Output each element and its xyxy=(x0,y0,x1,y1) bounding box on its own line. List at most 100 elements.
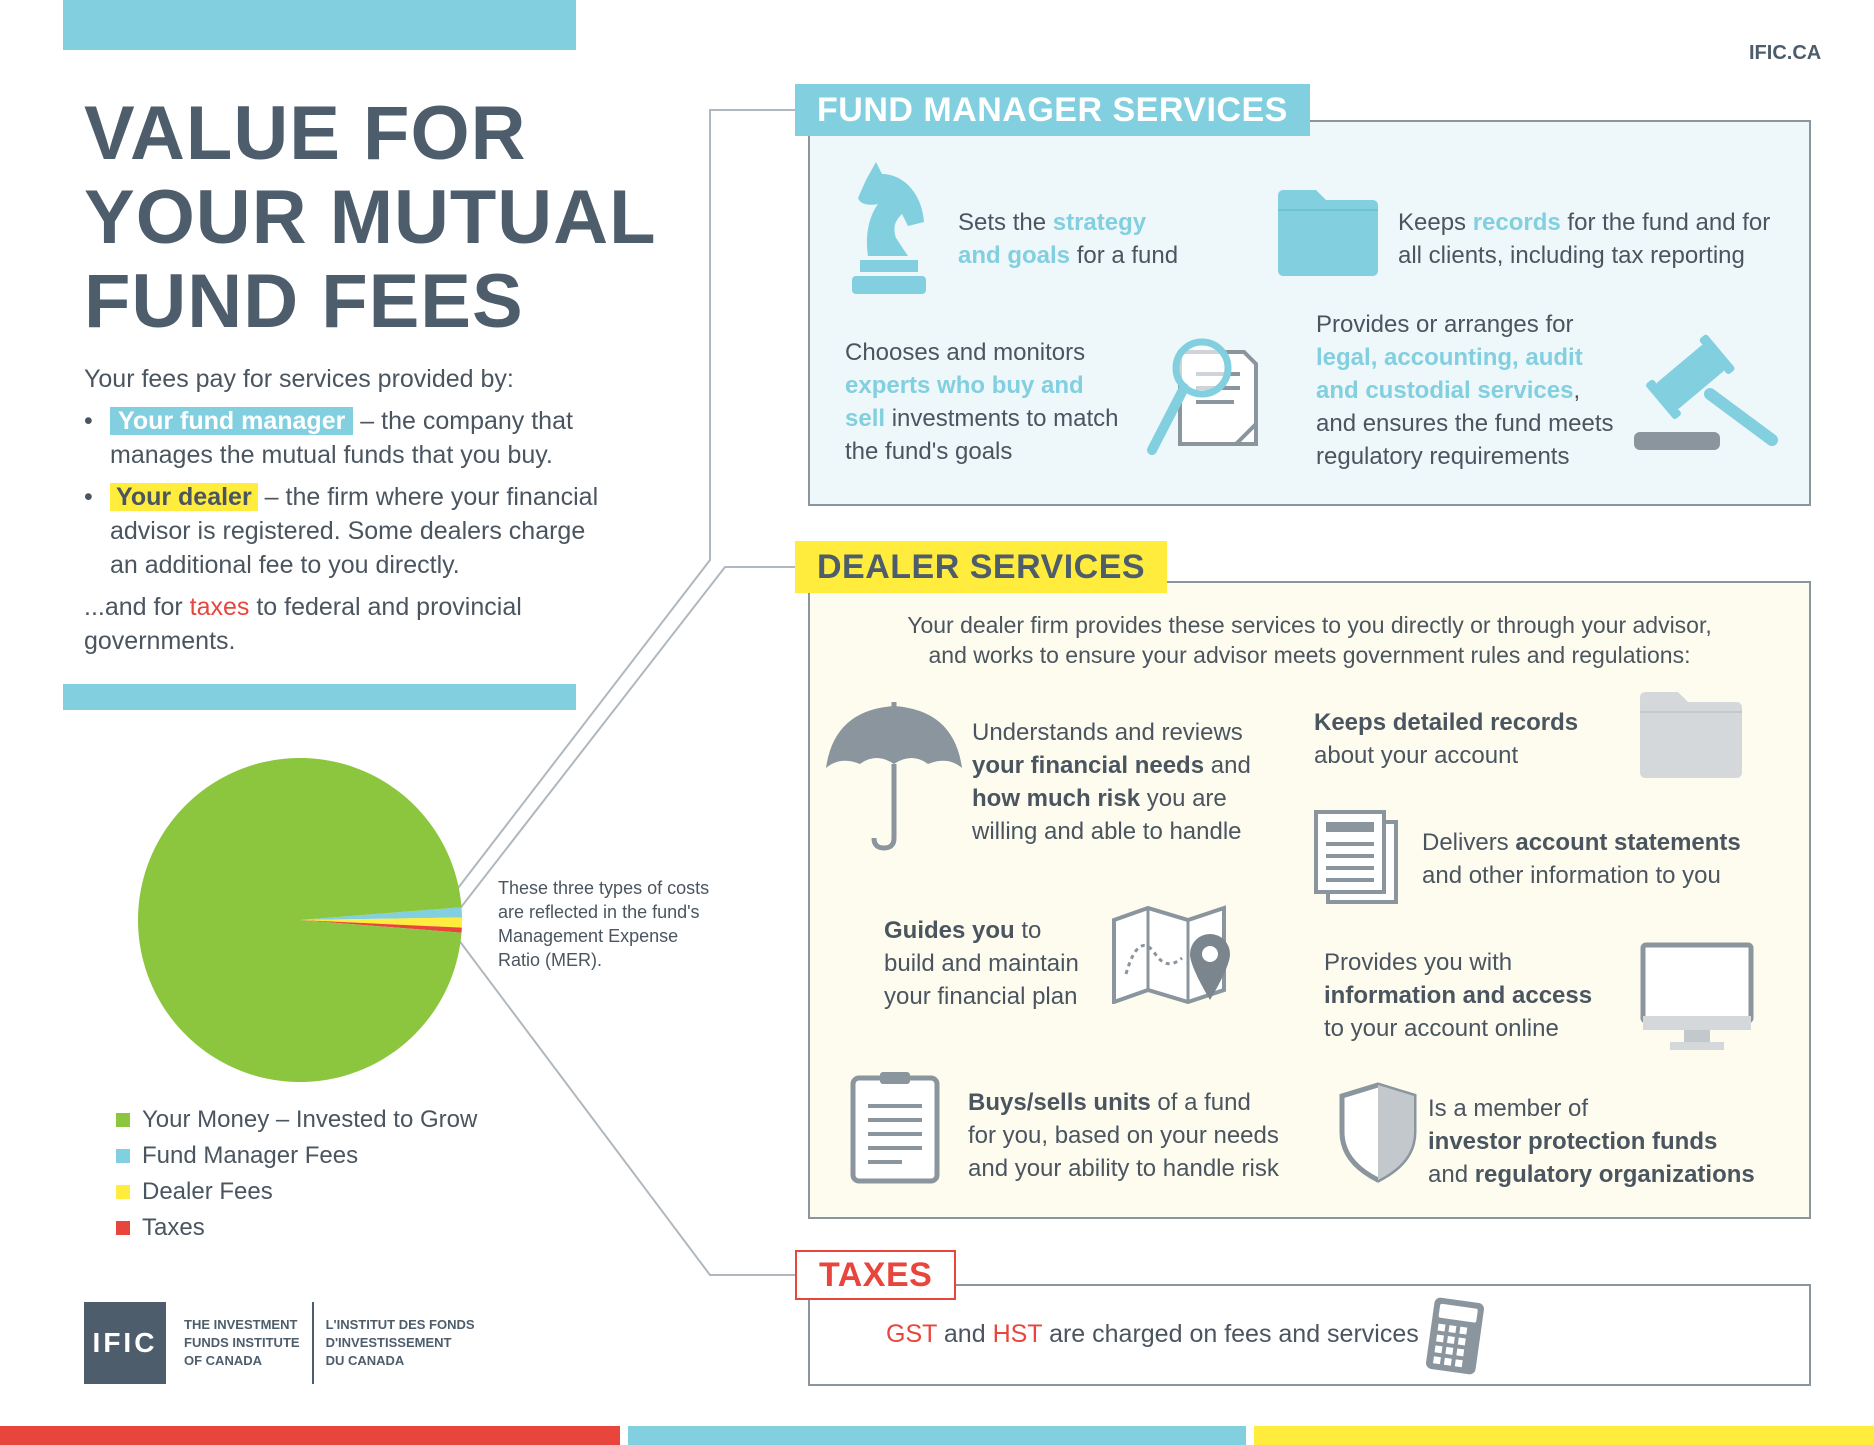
magnifier-document-icon xyxy=(1147,338,1258,455)
gavel-icon xyxy=(1634,334,1778,450)
bottom-bar-red xyxy=(0,1426,620,1445)
dealer-guides-d: your financial plan xyxy=(884,983,1078,1010)
fm-legal-hl1: legal, accounting, audit xyxy=(1316,344,1583,371)
dealer-member-b2: regulatory organizations xyxy=(1474,1161,1755,1188)
fm-experts-text: Chooses and monitors experts who buy and… xyxy=(845,336,1118,468)
taxes-heading: TAXES xyxy=(795,1250,957,1300)
dealer-records-a: about your account xyxy=(1314,742,1519,769)
documents-icon xyxy=(1314,810,1398,904)
fm-legal-text: Provides or arranges for legal, accounti… xyxy=(1316,308,1614,473)
logo-text-en: THE INVESTMENT FUNDS INSTITUTE OF CANADA xyxy=(184,1316,300,1370)
fm-records-c: all clients, including tax reporting xyxy=(1398,242,1745,269)
taxes-post-2: governments. xyxy=(84,627,236,655)
fm-legal-hl2: and custodial services xyxy=(1316,377,1574,404)
bullet-dealer: Your dealer – the firm where your financ… xyxy=(84,480,624,582)
annotation-line-2: are reflected in the fund's xyxy=(498,902,700,922)
dealer-member-b1: investor protection funds xyxy=(1428,1128,1718,1155)
legend-swatch-fund-manager xyxy=(116,1149,130,1163)
fund-manager-desc-2: manages the mutual funds that you buy. xyxy=(110,441,553,469)
dealer-guides-c: build and maintain xyxy=(884,950,1079,977)
dealer-needs-b2: and xyxy=(1204,752,1251,779)
legend-swatch-taxes xyxy=(116,1221,130,1235)
legend-item-dealer: Dealer Fees xyxy=(116,1174,477,1210)
taxes-box xyxy=(808,1284,1811,1386)
logo-fr-1: L'INSTITUT DES FONDS xyxy=(325,1317,475,1332)
legend-label-dealer: Dealer Fees xyxy=(142,1178,273,1205)
dealer-online-text: Provides you with information and access… xyxy=(1324,946,1592,1045)
bottom-bar-yellow xyxy=(1254,1426,1874,1445)
taxes-word: taxes xyxy=(189,593,250,621)
shield-icon xyxy=(1339,1082,1417,1183)
logo-en-3: OF CANADA xyxy=(184,1353,262,1368)
dealer-member-c: and xyxy=(1428,1161,1475,1188)
legend-label-fund-manager: Fund Manager Fees xyxy=(142,1142,359,1169)
logo-en-1: THE INVESTMENT xyxy=(184,1317,298,1332)
monitor-icon xyxy=(1640,942,1754,1050)
dealer-guides-a: to xyxy=(1014,917,1042,944)
dealer-needs-c2: you are xyxy=(1140,785,1227,812)
taxes-and: and xyxy=(936,1320,993,1348)
fm-records-b: for the fund and for xyxy=(1560,209,1771,236)
dealer-online-a: Provides you with xyxy=(1324,949,1513,976)
dealer-statements-b: account statements xyxy=(1515,829,1741,856)
bottom-bar-blue xyxy=(628,1426,1246,1445)
legend-item-fund-manager: Fund Manager Fees xyxy=(116,1138,477,1174)
title-line-3: FUND FEES xyxy=(84,259,524,344)
fm-legal-c: and ensures the fund meets xyxy=(1316,410,1614,437)
dealer-intro-1: Your dealer firm provides these services… xyxy=(907,612,1712,638)
fm-experts-a: Chooses and monitors xyxy=(845,339,1086,366)
fm-records-text: Keeps records for the fund and for all c… xyxy=(1398,206,1770,272)
taxes-rest: are charged on fees and services xyxy=(1042,1320,1419,1348)
dealer-buys-a: of a fund xyxy=(1150,1089,1251,1116)
fm-strategy-hl2: and goals xyxy=(958,242,1071,269)
fund-manager-heading: FUND MANAGER SERVICES xyxy=(795,84,1310,136)
dealer-records-b: Keeps detailed records xyxy=(1314,709,1579,736)
logo-en-2: FUNDS INSTITUTE xyxy=(184,1335,300,1350)
intro-lead: Your fees pay for services provided by: xyxy=(84,365,514,393)
legend-swatch-dealer xyxy=(116,1185,130,1199)
legend-item-taxes: Taxes xyxy=(116,1210,477,1246)
fm-strategy-text: Sets the strategy and goals for a fund xyxy=(958,206,1178,272)
dealer-desc-1: – the firm where your financial xyxy=(257,483,599,511)
fm-strategy-a: Sets the xyxy=(958,209,1053,236)
ific-logo[interactable]: IFIC THE INVESTMENT FUNDS INSTITUTE OF C… xyxy=(84,1302,475,1384)
dealer-buys-text: Buys/sells units of a fund for you, base… xyxy=(968,1086,1279,1185)
dealer-member-a: Is a member of xyxy=(1428,1095,1589,1122)
fund-manager-desc-1: – the company that xyxy=(353,407,573,435)
dealer-buys-d: and your ability to handle risk xyxy=(968,1155,1279,1182)
fm-experts-hl2: sell xyxy=(845,405,886,432)
dealer-needs-d: willing and able to handle xyxy=(972,818,1242,845)
dealer-statements-a: Delivers xyxy=(1422,829,1516,856)
fm-experts-c: the fund's goals xyxy=(845,438,1013,465)
dealer-statements-text: Delivers account statements and other in… xyxy=(1422,826,1741,892)
annotation-line-4: Ratio (MER). xyxy=(498,950,603,970)
taxes-pre: ...and for xyxy=(84,593,190,621)
fm-strategy-hl1: strategy xyxy=(1052,209,1147,236)
dealer-buys-c: for you, based on your needs xyxy=(968,1122,1279,1149)
dealer-needs-b1: your financial needs xyxy=(972,752,1205,779)
dealer-desc-2: advisor is registered. Some dealers char… xyxy=(110,517,586,545)
bullet-fund-manager: Your fund manager – the company that man… xyxy=(84,404,624,472)
dealer-tag: Your dealer xyxy=(110,483,258,511)
pie-slice-dealer xyxy=(300,917,462,928)
pie-legend: Your Money – Invested to Grow Fund Manag… xyxy=(116,1102,477,1246)
dealer-guides-b: Guides you xyxy=(884,917,1015,944)
dealer-intro-2: and works to ensure your advisor meets g… xyxy=(928,642,1691,668)
chess-knight-icon xyxy=(852,162,926,294)
dealer-needs-c1: how much risk xyxy=(972,785,1141,812)
dealer-records-text: Keeps detailed records about your accoun… xyxy=(1314,706,1578,772)
ific-logo-mark: IFIC xyxy=(84,1302,166,1384)
taxes-gst: GST xyxy=(886,1320,937,1348)
title-line-2: YOUR MUTUAL xyxy=(84,175,657,260)
legend-item-money: Your Money – Invested to Grow xyxy=(116,1102,477,1138)
mer-annotation: These three types of costs are reflected… xyxy=(498,876,709,972)
dealer-statements-c: and other information to you xyxy=(1422,862,1721,889)
dealer-desc-3: an additional fee to you directly. xyxy=(110,551,460,579)
fund-manager-tag: Your fund manager xyxy=(110,407,354,435)
logo-fr-2: D'INVESTISSEMENT xyxy=(325,1335,452,1350)
mid-accent-bar xyxy=(63,684,576,710)
site-label[interactable]: IFIC.CA xyxy=(1749,42,1822,64)
dealer-guides-text: Guides you to build and maintain your fi… xyxy=(884,914,1079,1013)
map-pin-icon xyxy=(1112,905,1230,1004)
